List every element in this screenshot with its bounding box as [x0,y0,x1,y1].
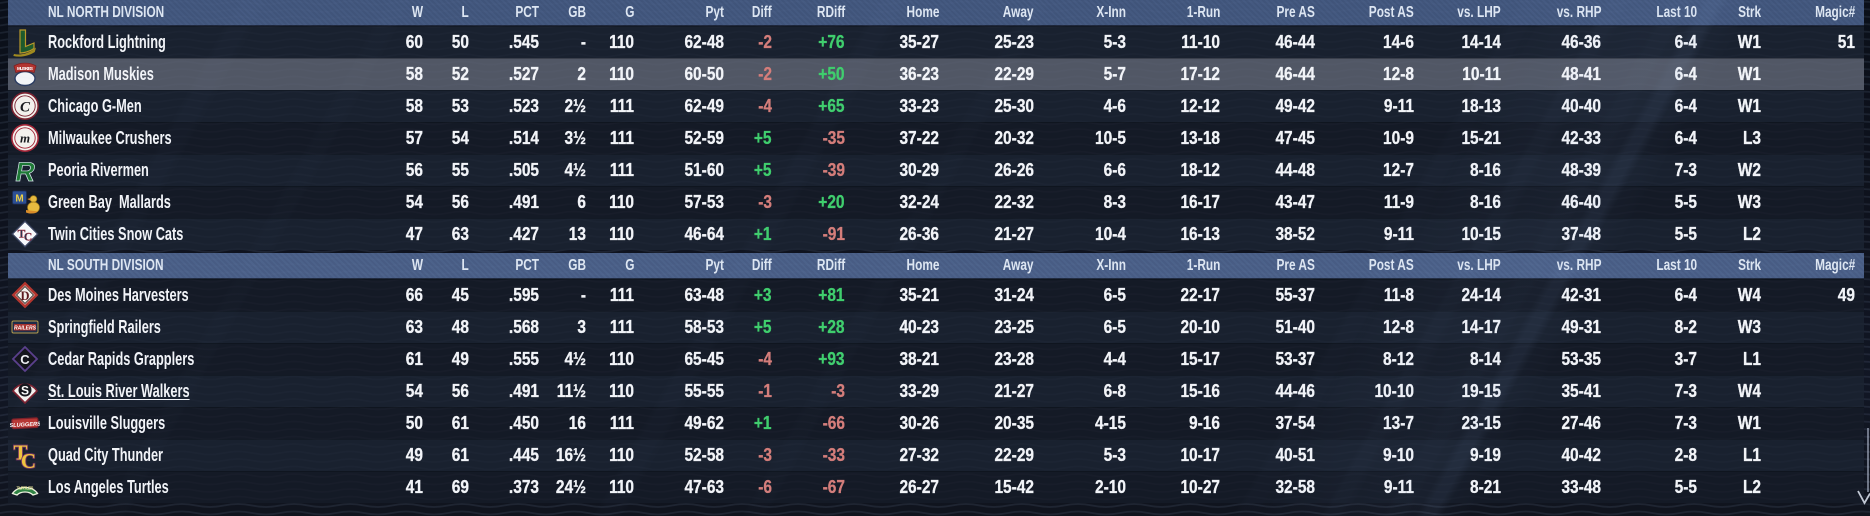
svg-text:S: S [21,384,29,398]
svg-text:D: D [20,289,29,303]
svg-text:R: R [13,156,38,185]
svg-text:TURTLES: TURTLES [17,486,34,491]
svg-text:C: C [24,232,32,244]
svg-text:C: C [20,100,31,116]
svg-text:m: m [20,131,30,146]
svg-text:C: C [20,352,30,367]
svg-text:RAILERS: RAILERS [14,325,37,331]
svg-text:C: C [21,449,36,470]
svg-text:MUSKIES: MUSKIES [17,66,33,71]
svg-text:M: M [15,193,23,204]
